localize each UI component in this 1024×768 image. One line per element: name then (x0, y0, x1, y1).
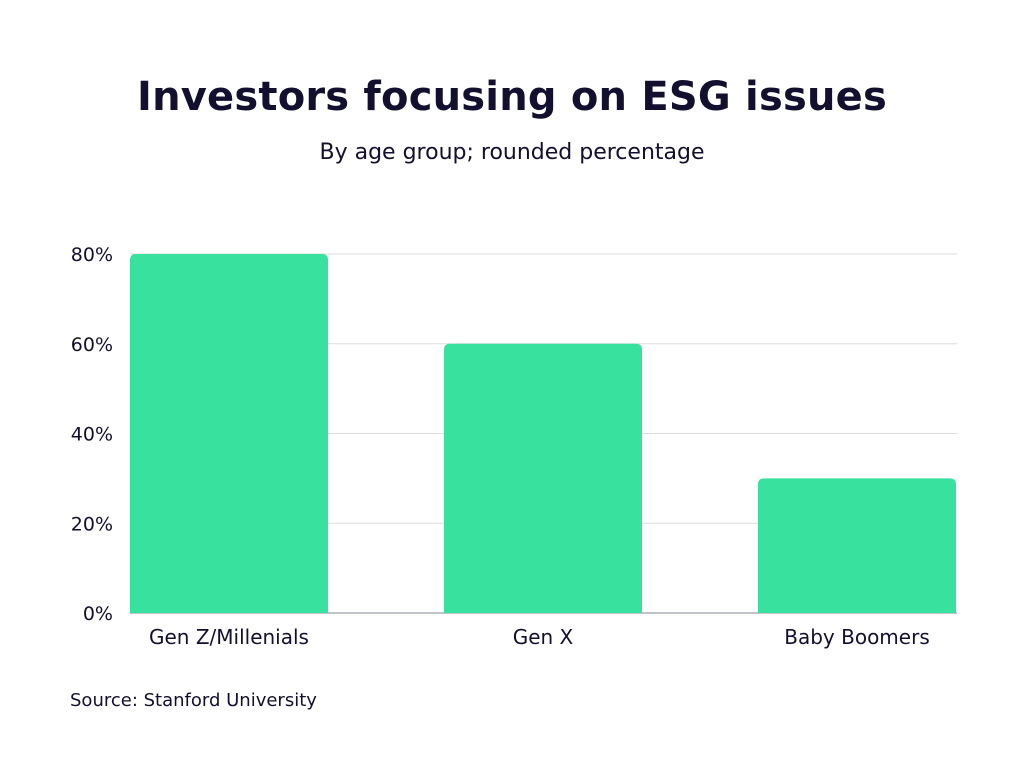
x-category-label: Gen X (513, 625, 574, 649)
y-axis: 0% 20% 40% 60% 80% (71, 244, 113, 625)
x-axis: Gen Z/Millenials Gen X Baby Boomers (149, 625, 930, 649)
chart-subtitle: By age group; rounded percentage (319, 140, 705, 165)
bar (758, 478, 956, 613)
chart-title: Investors focusing on ESG issues (137, 74, 887, 120)
y-tick-label: 40% (71, 424, 113, 446)
y-tick-label: 60% (71, 334, 113, 356)
x-category-label: Baby Boomers (784, 625, 930, 649)
y-tick-label: 20% (71, 513, 113, 535)
bar (130, 254, 328, 613)
source-note: Source: Stanford University (70, 690, 317, 711)
x-category-label: Gen Z/Millenials (149, 625, 309, 649)
y-tick-label: 80% (71, 244, 113, 266)
bar (444, 343, 642, 613)
y-tick-label: 0% (83, 603, 113, 625)
bars (130, 254, 956, 613)
